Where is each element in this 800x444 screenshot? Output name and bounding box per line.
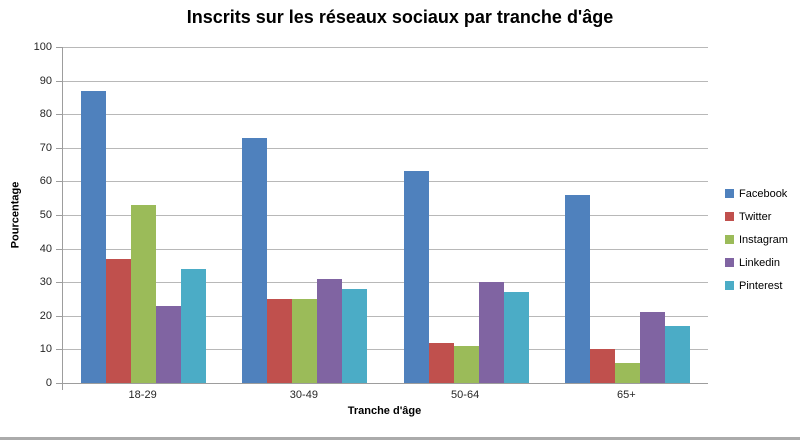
y-axis-tick — [56, 383, 63, 384]
legend-label: Instagram — [739, 233, 788, 246]
y-gridline — [63, 282, 708, 284]
bar-twitter — [589, 349, 615, 383]
legend-swatch-icon — [725, 212, 734, 221]
y-axis-tick — [56, 114, 63, 116]
y-tick-label: 90 — [39, 74, 52, 87]
plot-area: 0 10 20 30 40 50 60 70 80 90 100 — [34, 41, 708, 390]
y-axis-tick — [56, 349, 63, 351]
y-tick-label: 0 — [45, 377, 52, 389]
y-gridline — [63, 349, 708, 351]
bar-group-50-64 — [386, 47, 547, 383]
bar-groups — [63, 47, 708, 383]
y-tick-label: 100 — [33, 41, 52, 53]
bar-linkedin — [317, 278, 343, 383]
bar-instagram — [614, 362, 640, 383]
bar-group-30-49 — [224, 47, 385, 383]
y-tick-label: 40 — [39, 242, 52, 255]
bar-group-18-29 — [63, 47, 224, 383]
bar-linkedin — [639, 312, 665, 383]
legend-label: Pinterest — [739, 279, 783, 292]
window-bottom-edge — [0, 437, 800, 440]
y-gridline — [63, 114, 708, 116]
legend-label: Twitter — [739, 210, 772, 223]
y-gridline — [63, 80, 708, 82]
y-axis-title: Pourcentage — [9, 181, 22, 249]
y-axis-tick — [56, 181, 63, 183]
bar-instagram — [292, 299, 318, 383]
bar-twitter — [267, 299, 293, 383]
y-gridline — [63, 315, 708, 317]
legend-swatch-icon — [725, 281, 734, 290]
x-axis-category-labels: 18-29 30-49 50-64 65+ — [62, 389, 707, 401]
bar-linkedin — [156, 305, 182, 383]
legend-item-twitter: Twitter — [725, 210, 788, 223]
legend-item-linkedin: Linkedin — [725, 256, 788, 269]
bar-pinterest — [664, 325, 690, 383]
chart-title: Inscrits sur les réseaux sociaux par tra… — [186, 7, 614, 27]
category-label: 65+ — [617, 389, 636, 401]
category-label: 18-29 — [128, 389, 157, 401]
bar-pinterest — [342, 288, 368, 383]
legend: Facebook Twitter Instagram Linkedin Pinteres… — [725, 187, 788, 292]
bar-pinterest — [503, 292, 529, 383]
bar-facebook — [81, 90, 107, 383]
y-axis-tick — [56, 248, 63, 250]
bar-instagram — [453, 346, 479, 383]
legend-item-instagram: Instagram — [725, 233, 788, 246]
y-gridline — [63, 215, 708, 216]
legend-swatch-icon — [725, 258, 734, 267]
y-tick-label: 10 — [39, 343, 52, 356]
legend-label: Facebook — [739, 187, 788, 200]
bar-linkedin — [478, 282, 504, 383]
legend-swatch-icon — [725, 189, 734, 198]
legend-label: Linkedin — [739, 256, 780, 269]
y-gridline — [63, 248, 708, 250]
category-label: 30-49 — [289, 389, 318, 401]
bar-pinterest — [181, 268, 207, 383]
bar-group-65+ — [547, 47, 708, 383]
legend-swatch-icon — [725, 235, 734, 244]
y-axis-tick — [56, 282, 63, 284]
y-axis-tick — [56, 315, 63, 317]
legend-item-facebook: Facebook — [725, 187, 788, 200]
y-gridline — [63, 181, 708, 183]
x-axis-tick — [62, 383, 63, 390]
y-tick-label: 20 — [39, 309, 52, 322]
legend-item-pinterest: Pinterest — [725, 279, 788, 292]
bar-facebook — [564, 194, 590, 383]
y-tick-label: 50 — [39, 209, 52, 221]
y-tick-label: 80 — [39, 108, 52, 121]
y-axis-tick — [56, 147, 63, 149]
y-gridline — [63, 47, 708, 48]
y-tick-label: 70 — [39, 141, 52, 154]
y-gridline — [63, 147, 708, 149]
category-label: 50-64 — [451, 389, 480, 401]
y-tick-label: 30 — [39, 276, 52, 289]
x-axis-title: Tranche d'âge — [347, 405, 422, 417]
y-axis-tick — [56, 215, 63, 216]
y-axis-tick — [56, 80, 63, 82]
y-tick-label: 60 — [39, 175, 52, 188]
y-axis-title-wrap: Pourcentage — [2, 47, 28, 383]
y-axis-tick — [56, 47, 63, 48]
bar-twitter — [106, 258, 132, 383]
bar-twitter — [428, 342, 454, 383]
bar-facebook — [242, 137, 268, 383]
bar-facebook — [403, 171, 429, 383]
bar-instagram — [131, 204, 157, 383]
